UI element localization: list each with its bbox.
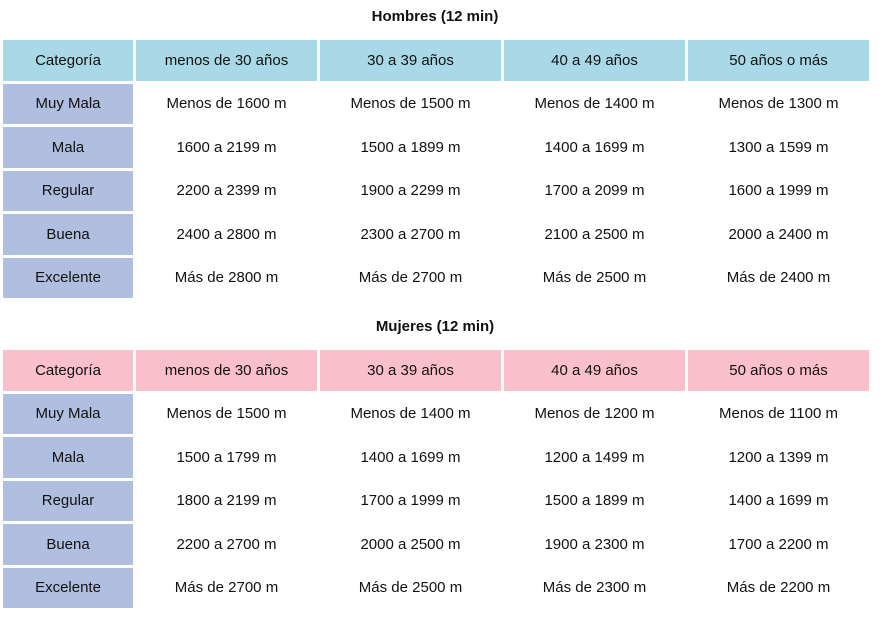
table-cell: Menos de 1400 m xyxy=(534,95,655,113)
table-cell: 1600 a 1999 m xyxy=(728,182,829,200)
table-cell: 2400 a 2800 m xyxy=(176,225,277,243)
table-cell: 2300 a 2700 m xyxy=(360,225,461,243)
header-cell: menos de 30 años xyxy=(136,350,317,391)
table-cell: 1400 a 1699 m xyxy=(360,448,461,466)
table-cell: 1700 a 2099 m xyxy=(544,182,645,200)
table-cell: 2100 a 2500 m xyxy=(544,225,645,243)
category-cell: Muy Mala xyxy=(3,83,133,124)
header-cell: Categoría xyxy=(3,350,133,391)
table-cell: Menos de 1500 m xyxy=(166,405,287,423)
table-cell: Más de 2500 m xyxy=(542,269,647,287)
header-cell: 30 a 39 años xyxy=(320,350,501,391)
header-cell: menos de 30 años xyxy=(136,40,317,81)
header-cell: 40 a 49 años xyxy=(504,350,685,391)
table-cell: Menos de 1300 m xyxy=(718,95,839,113)
mujeres-table-title: Mujeres (12 min) xyxy=(375,318,495,335)
table-cell: 2000 a 2400 m xyxy=(728,225,829,243)
table-cell: Más de 2700 m xyxy=(358,269,463,287)
table-cell: Más de 2700 m xyxy=(174,579,279,597)
hombres-table: Categoría menos de 30 años 30 a 39 años … xyxy=(3,40,869,298)
table-cell: Menos de 1400 m xyxy=(350,405,471,423)
header-cell: 50 años o más xyxy=(688,350,869,391)
table-cell: 2200 a 2700 m xyxy=(176,535,277,553)
category-cell: Mala xyxy=(3,437,133,478)
table-cell: 2000 a 2500 m xyxy=(360,535,461,553)
table-cell: 1700 a 2200 m xyxy=(728,535,829,553)
table-cell: Más de 2500 m xyxy=(358,579,463,597)
hombres-table-title: Hombres (12 min) xyxy=(371,8,499,25)
category-cell: Regular xyxy=(3,170,133,211)
category-cell: Buena xyxy=(3,524,133,565)
table-cell: Más de 2800 m xyxy=(174,269,279,287)
mujeres-table: Categoría menos de 30 años 30 a 39 años … xyxy=(3,350,869,608)
header-cell: 40 a 49 años xyxy=(504,40,685,81)
table-cell: Más de 2200 m xyxy=(726,579,831,597)
table-cell: 1600 a 2199 m xyxy=(176,138,277,156)
table-cell: 1500 a 1799 m xyxy=(176,448,277,466)
category-cell: Mala xyxy=(3,127,133,168)
category-cell: Excelente xyxy=(3,567,133,608)
header-cell: 30 a 39 años xyxy=(320,40,501,81)
table-cell: Menos de 1500 m xyxy=(350,95,471,113)
category-cell: Excelente xyxy=(3,257,133,298)
category-cell: Buena xyxy=(3,214,133,255)
category-cell: Regular xyxy=(3,480,133,521)
table-cell: 1400 a 1699 m xyxy=(544,138,645,156)
table-cell: 1400 a 1699 m xyxy=(728,492,829,510)
category-cell: Muy Mala xyxy=(3,393,133,434)
table-cell: 1200 a 1499 m xyxy=(544,448,645,466)
table-cell: 1300 a 1599 m xyxy=(728,138,829,156)
header-cell: 50 años o más xyxy=(688,40,869,81)
table-cell: Menos de 1100 m xyxy=(719,405,838,423)
table-cell: 2200 a 2399 m xyxy=(176,182,277,200)
table-cell: Más de 2400 m xyxy=(726,269,831,287)
table-cell: 1500 a 1899 m xyxy=(544,492,645,510)
header-cell: Categoría xyxy=(3,40,133,81)
table-cell: Menos de 1600 m xyxy=(166,95,287,113)
table-cell: 1700 a 1999 m xyxy=(360,492,461,510)
table-cell: 1900 a 2299 m xyxy=(360,182,461,200)
table-cell: 1900 a 2300 m xyxy=(544,535,645,553)
table-cell: Menos de 1200 m xyxy=(534,405,655,423)
table-cell: Más de 2300 m xyxy=(542,579,647,597)
table-cell: 1500 a 1899 m xyxy=(360,138,461,156)
table-cell: 1200 a 1399 m xyxy=(728,448,829,466)
table-cell: 1800 a 2199 m xyxy=(176,492,277,510)
